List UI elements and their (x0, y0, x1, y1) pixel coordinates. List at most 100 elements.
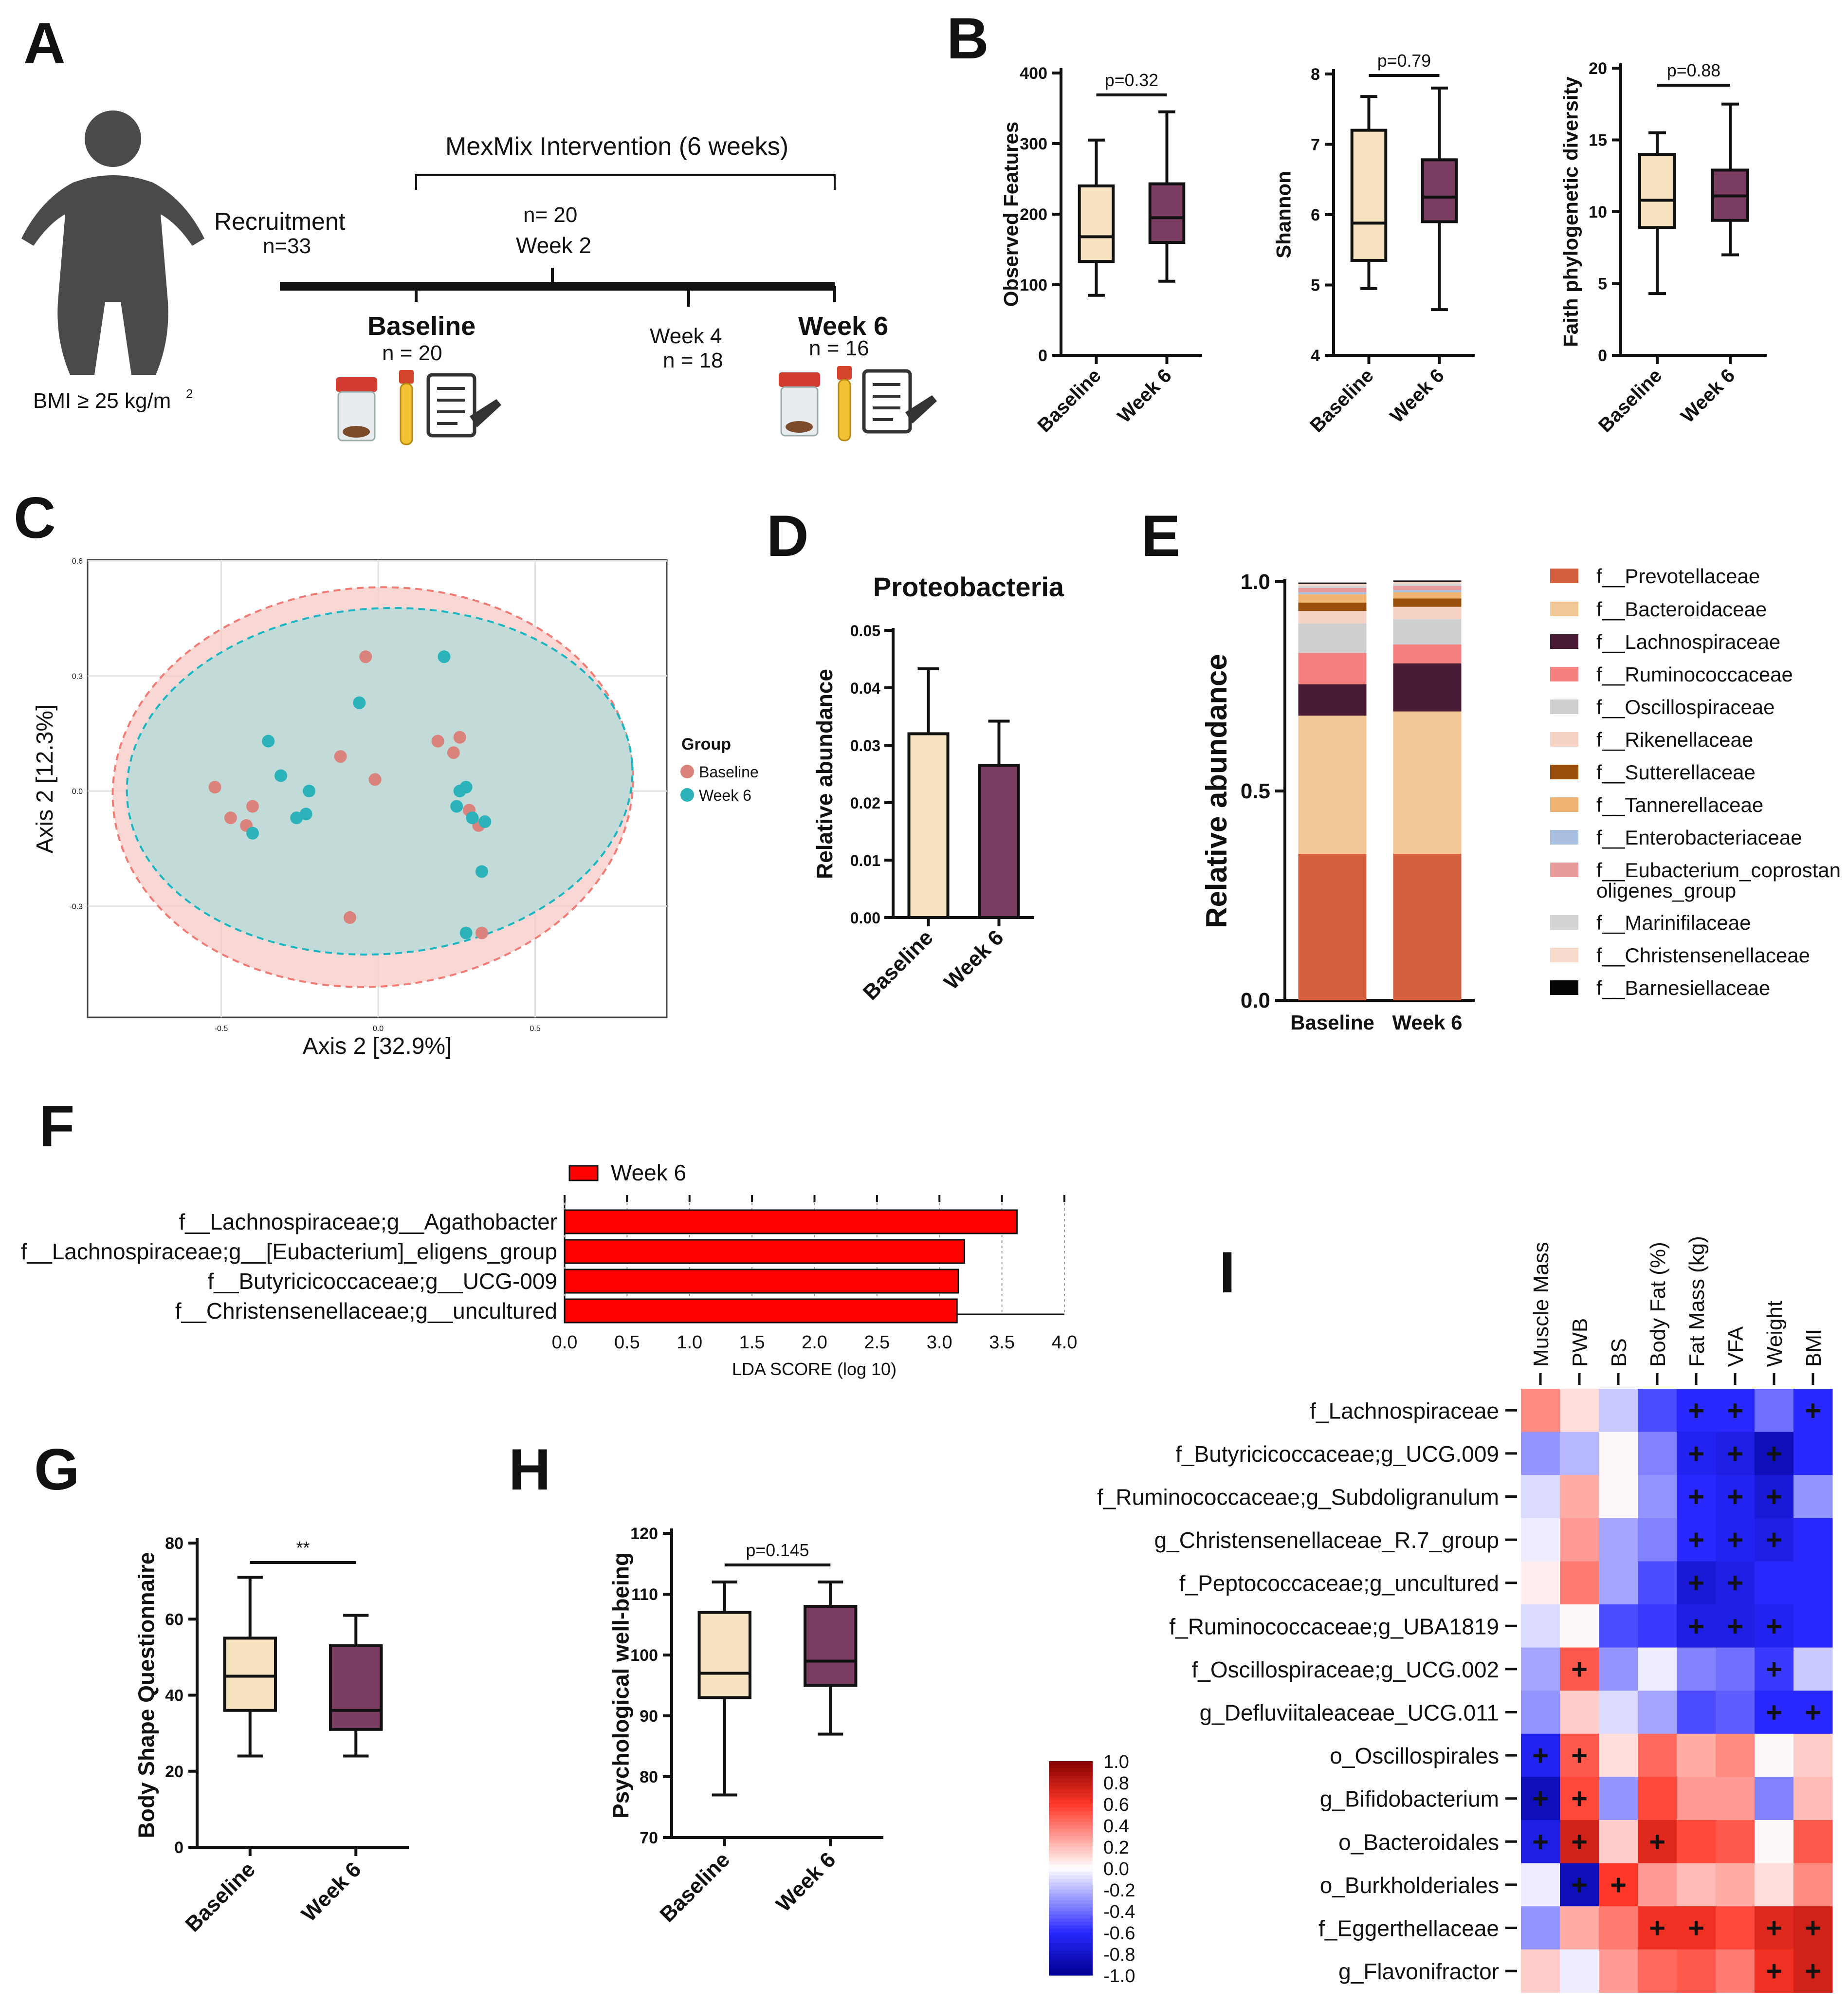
heatmap-cell (1599, 1733, 1638, 1777)
p-value-label: p=0.88 (1667, 61, 1720, 80)
heatmap-cell (1716, 1604, 1755, 1648)
legend-label: f__Bacteroidaceae (1596, 598, 1767, 621)
colorbar-step (1049, 1804, 1093, 1808)
y-tick-label: 0.0 (72, 788, 83, 796)
legend-swatch (1550, 980, 1578, 995)
heatmap-cell (1560, 1733, 1599, 1777)
colorbar-step (1049, 1879, 1093, 1883)
legend-swatch (1550, 948, 1578, 962)
baseline-label: Baseline (367, 312, 476, 341)
panel-f: F Week 6 0.0 0.5 1.0 1.5 2.0 2.5 3.0 3.5 4.0 LDA S… (21, 1094, 1078, 1379)
heatmap-cell (1793, 1863, 1833, 1907)
baseline-point (447, 746, 460, 759)
x-tick-label: 3.0 (927, 1332, 952, 1353)
legend-swatch (1550, 915, 1578, 930)
heatmap-cell (1677, 1561, 1716, 1605)
colorbar-step (1049, 1900, 1093, 1904)
x-tick-label: 1.0 (677, 1332, 702, 1353)
colorbar-step (1049, 1896, 1093, 1901)
legend-swatch (1550, 667, 1578, 681)
heatmap-cell (1521, 1863, 1560, 1907)
x-tick-label: Baseline (1594, 365, 1666, 436)
colorbar-tick-label: -1.0 (1103, 1966, 1135, 1987)
heatmap-cell (1599, 1949, 1638, 1993)
significance-mark: + (1727, 1395, 1743, 1426)
colorbar-step (1049, 1907, 1093, 1912)
heatmap-cell (1521, 1949, 1560, 1993)
heatmap-cell (1716, 1691, 1755, 1734)
significance-mark: + (1727, 1610, 1743, 1642)
heatmap-cell (1716, 1432, 1755, 1475)
panel-d-barchart: Proteobacteria 0.00 0.01 0.02 0.03 0.04 0.05 Re… (812, 571, 1064, 1005)
week6-point (246, 827, 259, 840)
heatmap-cell (1716, 1475, 1755, 1519)
legend-label-baseline: Baseline (699, 763, 759, 781)
p-value-label: p=0.145 (746, 1541, 809, 1560)
legend-swatch (1550, 699, 1578, 714)
heatmap-cell (1560, 1777, 1599, 1821)
heatmap-cell (1560, 1432, 1599, 1475)
y-axis-label: Faith phylogenetic diversity (1559, 76, 1582, 347)
heatmap-cell (1521, 1691, 1560, 1734)
heatmap-cell (1638, 1733, 1677, 1777)
heatmap-cell (1755, 1820, 1794, 1864)
heatmap-cell (1560, 1475, 1599, 1519)
boxplot-2: 0 5 10 15 20 Faith phylogenetic diversity Base… (1559, 59, 1767, 437)
significance-mark: + (1688, 1567, 1704, 1599)
stack-segment (1298, 586, 1367, 588)
y-tick-label: 15 (1589, 131, 1607, 150)
heatmap-cell (1793, 1518, 1833, 1562)
heatmap-cell (1716, 1647, 1755, 1691)
heatmap-cell (1521, 1518, 1560, 1562)
heatmap-cell (1755, 1777, 1794, 1821)
lda-category-label: f__Lachnospiraceae;g__[Eubacterium]_elig… (21, 1239, 557, 1264)
legend-label: f__Lachnospiraceae (1596, 630, 1780, 653)
colorbar-step (1049, 1789, 1093, 1794)
stack-segment (1298, 653, 1367, 684)
stack-segment (1298, 716, 1367, 854)
week6-point (438, 650, 451, 663)
heatmap-cell (1755, 1647, 1794, 1691)
week6-point (459, 781, 473, 794)
baseline-point (224, 811, 237, 825)
significance-mark: + (1649, 1913, 1665, 1944)
y-tick-label: 6 (1311, 206, 1320, 224)
colorbar-step (1049, 1936, 1093, 1940)
heatmap-cell (1677, 1863, 1716, 1907)
y-tick-label: 0.00 (850, 909, 880, 927)
week6-point (262, 735, 275, 748)
stack-segment (1298, 611, 1367, 624)
colorbar-step (1049, 1943, 1093, 1947)
significance-mark: + (1727, 1438, 1743, 1470)
significance-mark: + (1766, 1654, 1782, 1685)
baseline-point (208, 781, 221, 794)
box-baseline (697, 1611, 751, 1699)
y-tick-label: 10 (1589, 203, 1607, 221)
heatmap-column-label: PWB (1568, 1318, 1592, 1367)
significance-mark: + (1532, 1740, 1549, 1771)
x-tick-label: 0.0 (552, 1332, 578, 1353)
x-tick-label: Week 6 (1114, 365, 1176, 427)
y-tick-label: 400 (1020, 64, 1047, 83)
significance-mark: + (1805, 1697, 1821, 1729)
stack-segment (1298, 684, 1367, 716)
y-tick-label: 0.01 (850, 852, 880, 869)
legend-label-week6: Week 6 (699, 787, 751, 804)
y-tick-label: 0.5 (1241, 779, 1270, 803)
heatmap-column-label: Muscle Mass (1529, 1242, 1553, 1367)
heatmap-cell (1560, 1604, 1599, 1648)
heatmap-cell (1638, 1863, 1677, 1907)
colorbar-step (1049, 1783, 1093, 1786)
significance-mark: + (1766, 1610, 1782, 1642)
x-tick-label: Week 6 (1677, 365, 1739, 427)
colorbar-step (1049, 1786, 1093, 1790)
panel-c-letter: C (14, 485, 56, 551)
colorbar-tick-label: 0.6 (1103, 1795, 1129, 1815)
box-week6 (1148, 182, 1186, 244)
panel-e-letter: E (1141, 503, 1180, 569)
y-tick-label: 4 (1311, 347, 1320, 365)
bmi-superscript: 2 (186, 386, 193, 401)
colorbar-step (1049, 1807, 1093, 1812)
baseline-point (368, 773, 382, 786)
stack-segment (1298, 854, 1367, 1000)
